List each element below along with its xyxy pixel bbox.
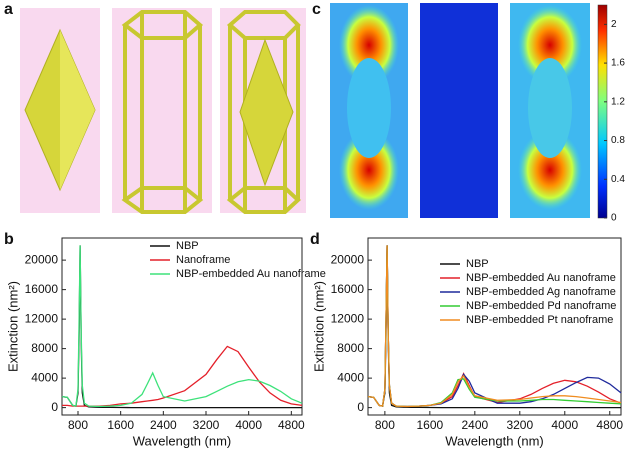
y-tick-label: 4000 [31,370,58,384]
colorbar-tick-label: 0 [611,213,617,224]
x-tick-label: 1600 [107,418,134,432]
y-tick-label: 12000 [25,311,59,325]
series-line [62,345,303,407]
series-line [367,245,622,408]
panel-c-maps [330,3,608,219]
x-tick-label: 2400 [150,418,177,432]
legend-label: NBP [466,258,489,270]
plot-frame [61,237,303,416]
y-tick-label: 4000 [337,370,364,384]
y-tick-label: 20000 [331,252,365,266]
y-tick-label: 0 [51,400,58,414]
colorbar-tick-label: 0.4 [611,174,625,185]
panel-label: d [310,231,320,248]
legend-label: NBP-embedded Au nanoframe [176,268,326,280]
x-tick-label: 4000 [235,418,262,432]
series-line [367,245,621,409]
series-line [61,245,303,408]
x-tick-label: 2400 [461,418,488,432]
x-tick-label: 800 [375,418,395,432]
legend-label: NBP-embedded Pd nanoframe [466,300,616,312]
y-axis-title: Extinction (nm²) [311,281,326,372]
panel-label: a [4,1,13,18]
x-axis-title: Wavelength (nm) [445,433,544,448]
plot-frame [367,237,622,416]
x-tick-label: 800 [68,418,88,432]
panel-label: c [312,1,321,18]
x-tick-label: 1600 [416,418,443,432]
colorbar-tick-label: 1.2 [611,96,625,107]
legend-label: NBP-embedded Ag nanoframe [466,286,616,298]
legend-label: NBP-embedded Pt nanoframe [466,314,613,326]
x-tick-label: 3200 [506,418,533,432]
panel-label: b [4,231,14,248]
x-tick-label: 4000 [551,418,578,432]
y-tick-label: 8000 [31,341,58,355]
colorbar-tick-label: 2 [611,19,617,30]
colorbar-tick-label: 1.6 [611,58,625,69]
series-line [367,245,622,408]
y-tick-label: 16000 [331,282,365,296]
y-axis-title: Extinction (nm²) [5,281,20,372]
y-tick-label: 12000 [331,311,365,325]
x-tick-label: 4800 [596,418,623,432]
legend-label: NBP [176,240,199,252]
panel-a-images [20,8,306,214]
series-line [367,245,622,408]
x-axis-title: Wavelength (nm) [133,433,232,448]
y-tick-label: 0 [357,400,364,414]
legend-label: Nanoframe [176,254,230,266]
y-tick-label: 8000 [337,341,364,355]
y-tick-label: 20000 [25,252,59,266]
x-tick-label: 3200 [193,418,220,432]
legend-label: NBP-embedded Au nanoframe [466,272,616,284]
colorbar-tick-label: 0.8 [611,135,625,146]
x-tick-label: 4800 [278,418,305,432]
y-tick-label: 16000 [25,282,59,296]
series-line [367,245,622,408]
